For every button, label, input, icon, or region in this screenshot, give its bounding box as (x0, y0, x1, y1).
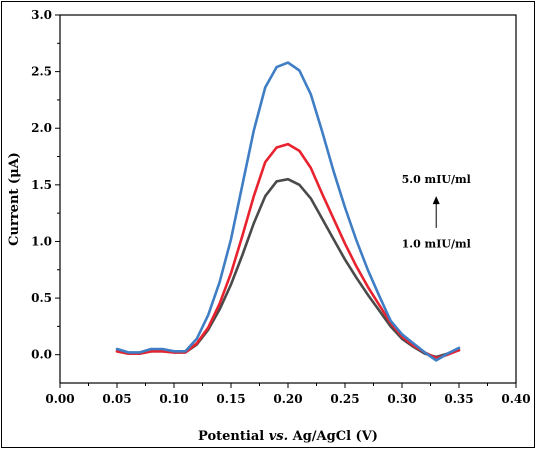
x-tick-label: 0.10 (159, 392, 188, 406)
x-tick-label: 0.35 (444, 392, 473, 406)
y-tick-label: 2.0 (31, 121, 52, 135)
x-axis-title-part-1: Potential (198, 429, 269, 444)
x-axis-title: Potential vs. Ag/AgCl (V) (198, 429, 378, 444)
annotation-arrow (432, 196, 440, 228)
series-line-3 (115, 61, 461, 362)
x-tick-label: 0.40 (501, 392, 530, 406)
x-tick-label: 0.25 (330, 392, 359, 406)
y-axis: 0.0 0.5 1.0 1.5 2.0 2.5 3.0 (31, 8, 60, 362)
data-series (115, 61, 461, 362)
y-tick-label: 3.0 (31, 8, 52, 22)
y-tick-label: 0.5 (31, 291, 52, 305)
x-tick-label: 0.15 (216, 392, 245, 406)
x-axis: 0.00 0.05 0.10 0.15 0.20 0.25 0.30 0.35 0.40 (45, 383, 531, 406)
annotation-bottom: 1.0 mIU/ml (402, 238, 471, 251)
y-tick-label: 2.5 (31, 65, 52, 79)
y-tick-label: 1.5 (31, 178, 52, 192)
x-tick-label: 0.05 (102, 392, 131, 406)
x-axis-title-part-2: vs. (269, 429, 288, 444)
annotation-top: 5.0 mIU/ml (402, 173, 471, 186)
y-axis-title: Current (μA) (7, 152, 22, 246)
x-tick-label: 0.00 (45, 392, 74, 406)
y-tick-label: 0.0 (31, 348, 52, 362)
x-axis-title-part-3: Ag/AgCl (V) (288, 429, 378, 444)
x-tick-label: 0.30 (387, 392, 416, 406)
x-tick-label: 0.20 (273, 392, 302, 406)
y-tick-label: 1.0 (31, 234, 52, 248)
plot-area (59, 14, 517, 384)
series-line-1 (115, 177, 461, 359)
